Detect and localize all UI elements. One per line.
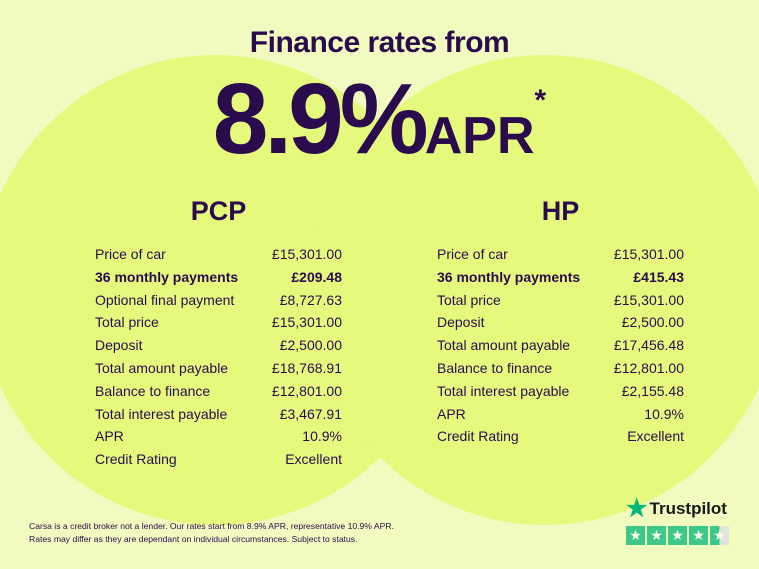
row-value: £2,500.00 bbox=[621, 314, 684, 331]
row-value: £17,456.48 bbox=[613, 337, 684, 354]
table-row: APR 10.9% bbox=[95, 425, 342, 448]
row-label: Credit Rating bbox=[437, 428, 519, 445]
table-row: Total amount payable £17,456.48 bbox=[437, 334, 684, 357]
table-row: Price of car £15,301.00 bbox=[95, 243, 342, 266]
star-icon: ★ bbox=[647, 526, 666, 545]
disclaimer: Carsa is a credit broker not a lender. O… bbox=[29, 520, 394, 546]
table-row: Deposit £2,500.00 bbox=[437, 311, 684, 334]
table-row: Credit Rating Excellent bbox=[437, 425, 684, 448]
trustpilot-badge[interactable]: ★ Trustpilot ★ ★ ★ ★ ★ bbox=[626, 494, 729, 545]
table-row: 36 monthly payments £209.48 bbox=[95, 266, 342, 289]
row-label: Total price bbox=[95, 314, 159, 331]
decor-circle-right bbox=[310, 55, 759, 525]
row-label: Balance to finance bbox=[437, 359, 553, 376]
row-label: Credit Rating bbox=[95, 451, 177, 468]
table-row: APR 10.9% bbox=[437, 403, 684, 426]
table-row: 36 monthly payments £415.43 bbox=[437, 266, 684, 289]
disclaimer-line: Carsa is a credit broker not a lender. O… bbox=[29, 521, 394, 531]
star-icon: ★ bbox=[626, 495, 648, 522]
rating-stars: ★ ★ ★ ★ ★ bbox=[626, 526, 729, 545]
row-label: Balance to finance bbox=[95, 382, 211, 399]
table-row: Credit Rating Excellent bbox=[95, 448, 342, 471]
row-label: Optional final payment bbox=[95, 291, 235, 308]
row-value: £18,768.91 bbox=[271, 359, 342, 376]
rate-headline: 8.9%APR* bbox=[0, 62, 759, 177]
table-row: Price of car £15,301.00 bbox=[437, 243, 684, 266]
table-row: Optional final payment £8,727.63 bbox=[95, 289, 342, 312]
row-value: £12,801.00 bbox=[271, 382, 342, 399]
row-value: £15,301.00 bbox=[271, 314, 342, 331]
row-label: APR bbox=[437, 405, 466, 422]
row-label: Total interest payable bbox=[95, 405, 228, 422]
row-label: Price of car bbox=[437, 246, 508, 262]
row-value: £2,155.48 bbox=[621, 382, 684, 399]
pcp-table: PCP Price of car £15,301.00 36 monthly pay… bbox=[95, 196, 342, 471]
row-value: £12,801.00 bbox=[613, 359, 684, 376]
row-value: £15,301.00 bbox=[613, 291, 684, 308]
row-value: £3,467.91 bbox=[279, 405, 342, 422]
row-label: Total price bbox=[437, 291, 501, 308]
table-row: Balance to finance £12,801.00 bbox=[437, 357, 684, 380]
table-row: Total price £15,301.00 bbox=[437, 289, 684, 312]
table-row: Total price £15,301.00 bbox=[95, 311, 342, 334]
row-label: 36 monthly payments bbox=[437, 268, 581, 285]
row-value: £15,301.00 bbox=[613, 246, 684, 262]
row-label: Price of car bbox=[95, 246, 166, 262]
row-label: Total amount payable bbox=[437, 337, 571, 354]
rate-value: 8.9% bbox=[212, 63, 429, 175]
disclaimer-line: Rates may differ as they are dependant o… bbox=[29, 534, 358, 544]
row-label: Deposit bbox=[95, 337, 143, 354]
row-value: Excellent bbox=[627, 428, 684, 445]
star-icon: ★ bbox=[626, 526, 645, 545]
row-value: £8,727.63 bbox=[279, 291, 342, 308]
hp-table: HP Price of car £15,301.00 36 monthly paym… bbox=[437, 196, 684, 448]
table-row: Total amount payable £18,768.91 bbox=[95, 357, 342, 380]
star-icon: ★ bbox=[689, 526, 708, 545]
apr-label: APR bbox=[424, 107, 535, 165]
row-value: £415.43 bbox=[633, 268, 684, 285]
table-row: Balance to finance £12,801.00 bbox=[95, 380, 342, 403]
row-value: Excellent bbox=[285, 451, 342, 468]
row-label: 36 monthly payments bbox=[95, 268, 239, 285]
pcp-title: PCP bbox=[190, 196, 247, 226]
row-label: Total interest payable bbox=[437, 382, 570, 399]
table-row: Total interest payable £3,467.91 bbox=[95, 403, 342, 426]
row-label: Total amount payable bbox=[95, 359, 229, 376]
table-row: Deposit £2,500.00 bbox=[95, 334, 342, 357]
row-label: APR bbox=[95, 428, 124, 445]
row-value: £15,301.00 bbox=[271, 246, 342, 262]
row-value: £2,500.00 bbox=[279, 337, 342, 354]
row-value: 10.9% bbox=[644, 405, 684, 422]
star-icon: ★ bbox=[710, 526, 729, 545]
star-icon: ★ bbox=[668, 526, 687, 545]
hp-title: HP bbox=[541, 196, 580, 226]
row-label: Deposit bbox=[437, 314, 485, 331]
trustpilot-name: Trustpilot bbox=[649, 498, 727, 518]
asterisk: * bbox=[534, 84, 547, 117]
table-row: Total interest payable £2,155.48 bbox=[437, 380, 684, 403]
headline: Finance rates from bbox=[249, 26, 510, 59]
row-value: 10.9% bbox=[302, 428, 342, 445]
row-value: £209.48 bbox=[291, 268, 342, 285]
